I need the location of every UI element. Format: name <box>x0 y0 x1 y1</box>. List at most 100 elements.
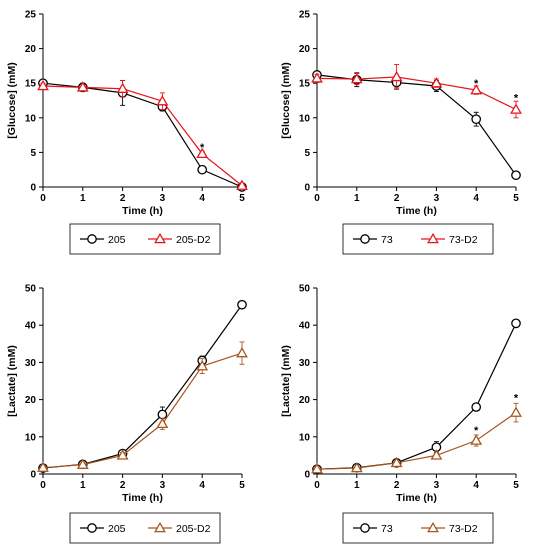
legend-marker <box>154 232 166 244</box>
x-axis-title: Time (h) <box>122 492 163 504</box>
y-tick-label: 5 <box>304 148 310 159</box>
y-tick-label: 30 <box>299 358 311 369</box>
legend-label: 205-D2 <box>176 234 211 246</box>
series-line <box>316 323 517 470</box>
x-tick-label: 5 <box>239 480 245 491</box>
y-tick-label: 30 <box>25 358 37 369</box>
legend-marker <box>360 523 370 533</box>
x-axis-title: Time (h) <box>396 205 437 217</box>
x-tick-label: 5 <box>513 193 519 204</box>
data-point <box>510 103 522 114</box>
y-axis-title: [Lactate] (mM) <box>280 345 292 417</box>
data-point <box>116 449 129 460</box>
significance-marker: * <box>514 393 519 405</box>
y-tick-label: 40 <box>299 321 311 332</box>
data-point <box>471 114 482 125</box>
data-point <box>390 456 403 468</box>
legend: 205 205-D2 <box>69 223 221 255</box>
series-line <box>316 74 517 176</box>
x-tick-label: 2 <box>394 480 400 491</box>
data-point <box>237 299 247 310</box>
series-line <box>42 85 243 187</box>
x-tick-label: 2 <box>120 480 126 491</box>
y-tick-label: 10 <box>299 432 311 443</box>
x-tick-label: 1 <box>80 480 86 491</box>
legend: 73 73-D2 <box>342 512 494 544</box>
x-axis-title: Time (h) <box>122 205 163 217</box>
y-tick-label: 25 <box>25 10 37 21</box>
x-tick-label: 1 <box>354 480 360 491</box>
x-tick-label: 4 <box>199 480 205 491</box>
x-tick-label: 5 <box>239 193 245 204</box>
data-point <box>311 72 323 83</box>
data-point <box>76 458 89 469</box>
y-tick-label: 20 <box>299 44 311 55</box>
y-tick-label: 5 <box>30 148 36 159</box>
x-tick-label: 2 <box>120 193 126 204</box>
legend-marker <box>154 521 166 533</box>
data-point <box>510 406 522 417</box>
y-axis-title: [Glucose] (mM) <box>6 62 18 138</box>
x-tick-label: 0 <box>40 193 46 204</box>
x-axis-title: Time (h) <box>396 492 437 504</box>
x-tick-label: 4 <box>473 480 479 491</box>
x-tick-label: 0 <box>314 480 320 491</box>
x-tick-label: 3 <box>434 193 440 204</box>
legend-marker <box>360 234 370 244</box>
series-205-D2 <box>37 341 248 472</box>
x-tick-label: 0 <box>314 193 320 204</box>
data-point <box>157 409 168 420</box>
y-tick-label: 0 <box>304 470 310 481</box>
series-205 <box>38 78 247 192</box>
data-point <box>430 77 443 88</box>
x-tick-label: 2 <box>394 193 400 204</box>
significance-marker: * <box>474 425 479 437</box>
significance-marker: * <box>474 78 479 90</box>
data-point <box>236 179 248 190</box>
legend-label: 73-D2 <box>449 523 478 535</box>
legend: 205 205-D2 <box>69 512 221 544</box>
y-tick-label: 50 <box>299 284 311 295</box>
data-point <box>471 402 482 412</box>
data-point <box>511 318 521 329</box>
x-tick-label: 3 <box>160 193 166 204</box>
data-point <box>350 461 363 473</box>
y-tick-label: 25 <box>299 10 311 21</box>
data-point <box>430 449 443 460</box>
data-point <box>390 70 403 82</box>
x-tick-label: 0 <box>40 480 46 491</box>
significance-marker: * <box>514 93 519 105</box>
y-tick-label: 20 <box>299 395 311 406</box>
y-tick-label: 40 <box>25 321 37 332</box>
series-line <box>316 76 517 111</box>
data-point <box>37 461 49 472</box>
series-205-D2 <box>37 79 248 190</box>
x-tick-label: 3 <box>160 480 166 491</box>
y-tick-label: 50 <box>25 284 37 295</box>
chart-panel-2: 0 5 10 15 20 25 0 1 2 3 4 5 Time (h) [Glucose] (mM) * *… <box>280 10 522 255</box>
y-tick-label: 0 <box>30 470 36 481</box>
y-tick-label: 10 <box>299 113 311 124</box>
series-205 <box>38 299 247 473</box>
legend-marker <box>427 521 439 533</box>
x-tick-label: 5 <box>513 480 519 491</box>
y-tick-label: 15 <box>299 79 311 90</box>
data-point <box>196 147 209 159</box>
significance-marker: * <box>200 142 205 154</box>
data-point <box>197 164 208 175</box>
y-axis-title: [Lactate] (mM) <box>6 345 18 417</box>
chart-panel-3: 0 10 20 30 40 50 0 1 2 3 4 5 Time (h) [Lactate] (mM) 2… <box>6 284 248 544</box>
legend-label: 73 <box>381 523 393 535</box>
series-line <box>316 412 517 470</box>
data-point <box>350 72 363 84</box>
data-point <box>156 417 169 429</box>
x-tick-label: 1 <box>80 193 86 204</box>
series-line <box>42 304 243 469</box>
chart-panel-4: 0 10 20 30 40 50 0 1 2 3 4 5 Time (h) [Lactate] (mM) *… <box>280 284 522 544</box>
legend-label: 205-D2 <box>176 523 211 535</box>
series-73 <box>312 318 521 475</box>
legend-marker <box>427 232 439 244</box>
data-point <box>76 81 89 92</box>
series-line <box>42 352 243 469</box>
data-point <box>236 346 248 358</box>
